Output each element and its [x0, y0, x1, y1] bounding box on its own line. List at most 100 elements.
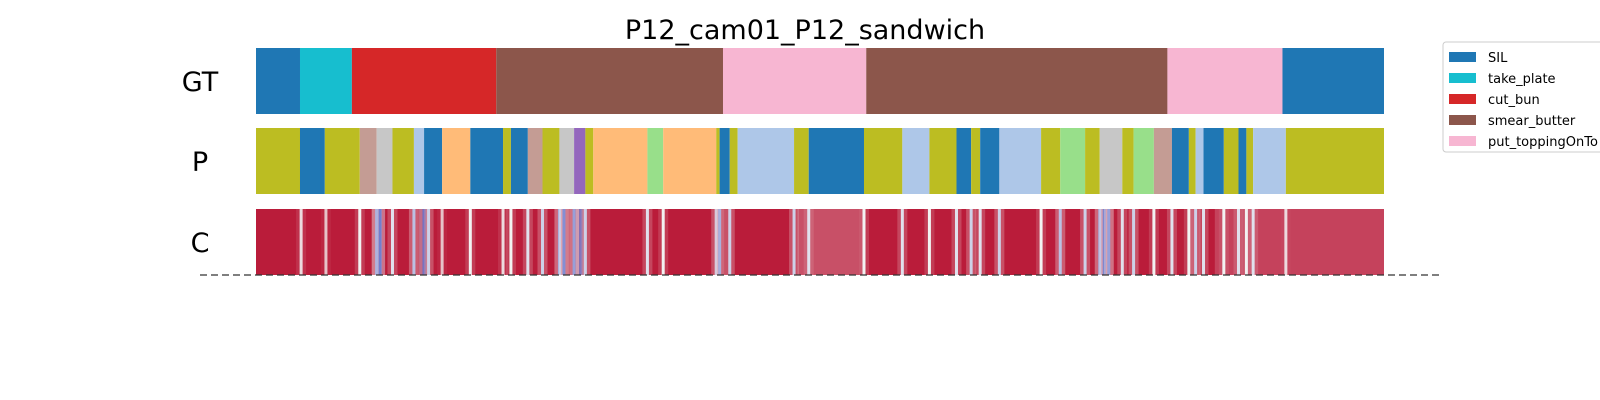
segment-rosybrown [359, 128, 377, 194]
segment-olive [1085, 128, 1100, 194]
legend-label: cut_bun [1488, 93, 1540, 108]
segment-olive [542, 128, 560, 194]
confidence-stripe [807, 209, 811, 275]
confidence-band [1214, 209, 1384, 275]
chart-title: P12_cam01_P12_sandwich [625, 15, 985, 46]
segment-lightgreen [1060, 128, 1086, 194]
segment-SIL [980, 128, 1000, 194]
segment-lightblue [737, 128, 795, 194]
segment-peach [663, 128, 717, 194]
segment-olive [929, 128, 957, 194]
segment-lightgray [1099, 128, 1123, 194]
segment-lightblue [902, 128, 930, 194]
legend-swatch [1449, 94, 1476, 104]
confidence-stripe [1120, 209, 1124, 275]
segment-peach [593, 128, 648, 194]
confidence-stripe [718, 209, 722, 275]
confidence-stripe [1187, 209, 1191, 275]
segment-lightgreen [1133, 128, 1154, 194]
legend-label: SIL [1488, 51, 1508, 66]
confidence-stripe [1107, 209, 1111, 275]
segment-SIL [256, 48, 300, 114]
confidence-stripe [378, 209, 382, 275]
segment-lightblue [1253, 128, 1286, 194]
legend-frame [1442, 41, 1600, 153]
segment-olive [1188, 128, 1196, 194]
segment-lightgray [376, 128, 393, 194]
confidence-stripe [978, 209, 982, 275]
confidence-stripe [572, 209, 576, 275]
confidence-stripe [427, 209, 431, 275]
confidence-stripe [358, 209, 362, 275]
segment-olive [503, 128, 511, 194]
row-p [256, 128, 1384, 194]
segment-SIL [956, 128, 972, 194]
segment-SIL [1238, 128, 1247, 194]
legend-label: smear_butter [1488, 114, 1576, 129]
segment-take_plate [299, 48, 352, 114]
confidence-stripe [501, 209, 505, 275]
confidence-stripe [468, 209, 472, 275]
segment-lightgray [559, 128, 575, 194]
confidence-stripe [714, 209, 718, 275]
confidence-stripe [1039, 209, 1043, 275]
segment-lightblue [999, 128, 1042, 194]
segment-olive [1122, 128, 1134, 194]
confidence-stripe [1058, 209, 1062, 275]
row-c [256, 209, 1384, 275]
confidence-stripe [1152, 209, 1156, 275]
confidence-stripe [969, 209, 973, 275]
segment-olive [1223, 128, 1239, 194]
segment-SIL [470, 128, 504, 194]
confidence-stripe [1284, 209, 1288, 275]
segment-lightblue [1195, 128, 1204, 194]
confidence-stripe [390, 209, 394, 275]
segment-olive [585, 128, 594, 194]
segment-lightgreen [647, 128, 664, 194]
segment-olive [1246, 128, 1254, 194]
confidence-stripe [1170, 209, 1174, 275]
legend-label: take_plate [1488, 72, 1556, 87]
confidence-stripe [1194, 209, 1198, 275]
confidence-stripe [792, 209, 796, 275]
segment-olive [1041, 128, 1061, 194]
confidence-stripe [422, 209, 426, 275]
confidence-stripe [509, 209, 513, 275]
confidence-stripe [1098, 209, 1102, 275]
segment-cut_bun [351, 48, 497, 114]
legend-swatch [1449, 115, 1476, 125]
confidence-stripe [541, 209, 545, 275]
segment-olive [256, 128, 300, 194]
confidence-stripe [1102, 209, 1106, 275]
segment-olive [324, 128, 360, 194]
confidence-stripe [954, 209, 958, 275]
segment-smear_butter [496, 48, 723, 114]
segment-put_toppingOnTop [722, 48, 867, 114]
segment-olive [392, 128, 414, 194]
segment-lightblue [413, 128, 425, 194]
confidence-stripe [1251, 209, 1255, 275]
segment-SIL [1171, 128, 1189, 194]
confidence-stripe [324, 209, 328, 275]
confidence-stripe [1083, 209, 1087, 275]
segment-SIL [424, 128, 443, 194]
confidence-stripe [412, 209, 416, 275]
legend-swatch [1449, 73, 1476, 83]
confidence-stripe [1244, 209, 1248, 275]
confidence-stripe [299, 209, 303, 275]
confidence-stripe [862, 209, 866, 275]
segment-SIL [719, 128, 730, 194]
confidence-stripe [562, 209, 566, 275]
confidence-stripe [526, 209, 530, 275]
segment-SIL [1282, 48, 1384, 114]
row-gt [256, 48, 1384, 114]
segment-peach [442, 128, 471, 194]
segment-olive [971, 128, 981, 194]
confidence-stripe [579, 209, 583, 275]
confidence-stripe [927, 209, 931, 275]
segment-olive [863, 128, 903, 194]
segment-olive [729, 128, 738, 194]
confidence-stripe [728, 209, 732, 275]
confidence-stripe [1222, 209, 1226, 275]
